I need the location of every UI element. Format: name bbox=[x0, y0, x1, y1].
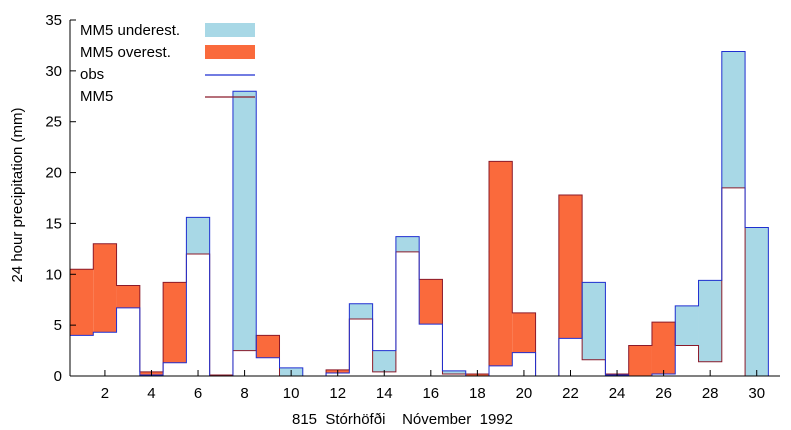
overest-bar-day-16 bbox=[419, 279, 443, 325]
underest-bar-day-8 bbox=[232, 91, 257, 351]
overest-bar-day-9 bbox=[256, 335, 280, 358]
y-tick-label-20: 20 bbox=[45, 165, 62, 182]
overest-bar-day-7 bbox=[209, 374, 233, 376]
y-tick-label-35: 35 bbox=[45, 12, 62, 29]
x-tick-label-26: 26 bbox=[655, 385, 672, 402]
x-tick-label-18: 18 bbox=[469, 385, 486, 402]
x-tick-label-20: 20 bbox=[516, 385, 533, 402]
legend-swatch-1 bbox=[205, 45, 255, 59]
underest-bar-day-28 bbox=[698, 280, 722, 362]
outlines-layer bbox=[69, 51, 769, 377]
y-tick-label-10: 10 bbox=[45, 266, 62, 283]
legend-swatch-0 bbox=[205, 23, 255, 37]
legend-label-0: MM5 underest. bbox=[80, 22, 180, 39]
chart-caption: 815 Stórhöfði Nóvember 1992 bbox=[292, 411, 513, 428]
underest-bar-day-27 bbox=[675, 305, 699, 346]
underest-bar-day-13 bbox=[349, 303, 373, 320]
legend-label-1: MM5 overest. bbox=[80, 44, 171, 61]
overest-bar-day-5 bbox=[163, 282, 187, 363]
legend-label-2: obs bbox=[80, 66, 104, 83]
underest-bar-day-14 bbox=[372, 350, 396, 372]
y-tick-label-15: 15 bbox=[45, 215, 62, 232]
overest-bar-day-2 bbox=[93, 243, 117, 333]
x-tick-label-22: 22 bbox=[562, 385, 579, 402]
underest-bar-day-29 bbox=[721, 51, 746, 188]
y-tick-label-25: 25 bbox=[45, 114, 62, 131]
y-tick-label-30: 30 bbox=[45, 63, 62, 80]
y-axis-title: 24 hour precipitation (mm) bbox=[9, 107, 26, 282]
underest-bar-day-30 bbox=[745, 227, 769, 376]
overest-bar-day-1 bbox=[70, 269, 94, 336]
x-tick-label-12: 12 bbox=[329, 385, 346, 402]
x-tick-label-14: 14 bbox=[376, 385, 393, 402]
y-tick-label-5: 5 bbox=[54, 317, 62, 334]
x-tick-label-4: 4 bbox=[147, 385, 155, 402]
x-tick-label-28: 28 bbox=[702, 385, 719, 402]
x-tick-label-6: 6 bbox=[194, 385, 202, 402]
overest-bar-day-22 bbox=[558, 194, 583, 339]
y-tick-label-0: 0 bbox=[54, 368, 62, 385]
x-tick-label-16: 16 bbox=[422, 385, 439, 402]
overest-bar-day-26 bbox=[651, 322, 676, 374]
x-tick-label-24: 24 bbox=[609, 385, 626, 402]
x-tick-label-10: 10 bbox=[283, 385, 300, 402]
overest-bar-day-3 bbox=[116, 285, 140, 308]
overest-bar-day-20 bbox=[512, 312, 536, 353]
underest-bar-day-17 bbox=[442, 370, 466, 374]
x-tick-label-8: 8 bbox=[240, 385, 248, 402]
overest-bar-day-19 bbox=[489, 161, 513, 366]
x-tick-label-30: 30 bbox=[748, 385, 765, 402]
bars-layer bbox=[70, 51, 769, 376]
underest-bar-day-23 bbox=[582, 282, 606, 360]
underest-bar-day-15 bbox=[395, 236, 420, 252]
underest-bar-day-6 bbox=[186, 217, 210, 254]
obs-outline bbox=[69, 51, 769, 377]
x-tick-label-2: 2 bbox=[101, 385, 109, 402]
legend: MM5 underest. MM5 overest. obs MM5 bbox=[80, 22, 255, 105]
overest-bar-day-25 bbox=[628, 345, 652, 376]
legend-label-3: MM5 bbox=[80, 88, 113, 105]
